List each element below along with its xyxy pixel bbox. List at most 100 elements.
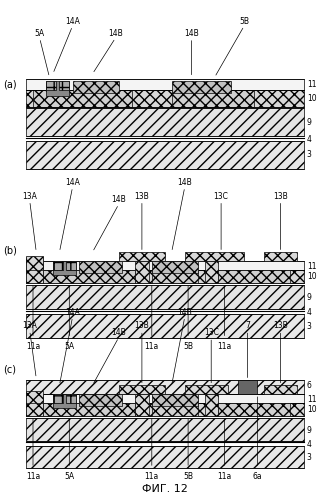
- Bar: [79, 261, 122, 273]
- Bar: [218, 403, 290, 417]
- Text: 11: 11: [307, 80, 316, 89]
- Text: 13A: 13A: [22, 192, 37, 201]
- Bar: [26, 446, 304, 468]
- Bar: [26, 391, 43, 403]
- Bar: [119, 252, 165, 261]
- Bar: [59, 81, 69, 89]
- Bar: [26, 394, 304, 403]
- Text: 11a: 11a: [26, 472, 40, 481]
- Text: 13B: 13B: [273, 321, 288, 330]
- Text: 13A: 13A: [22, 321, 37, 330]
- Bar: [205, 261, 218, 283]
- Bar: [73, 81, 119, 93]
- Bar: [53, 261, 76, 274]
- Bar: [26, 256, 43, 269]
- Text: 11a: 11a: [145, 342, 159, 351]
- Bar: [79, 394, 122, 406]
- Text: 10: 10: [307, 272, 316, 281]
- Bar: [135, 261, 148, 283]
- Text: 14B: 14B: [112, 328, 126, 337]
- Text: 7: 7: [245, 321, 250, 330]
- Text: 5B: 5B: [183, 342, 193, 351]
- Bar: [26, 141, 304, 169]
- Text: 10: 10: [307, 94, 316, 103]
- Text: 5A: 5A: [64, 342, 74, 351]
- Bar: [53, 394, 63, 403]
- Text: 14B: 14B: [178, 178, 192, 187]
- Text: 11a: 11a: [145, 472, 159, 481]
- Text: 14B: 14B: [108, 29, 123, 38]
- Text: 9: 9: [307, 426, 312, 435]
- Text: (a): (a): [3, 79, 17, 89]
- Bar: [264, 385, 297, 394]
- Text: (b): (b): [3, 246, 17, 255]
- Text: 14B: 14B: [112, 195, 126, 204]
- Text: 3: 3: [307, 453, 312, 462]
- Text: ФИГ. 12: ФИГ. 12: [142, 484, 188, 494]
- Bar: [26, 418, 304, 441]
- Bar: [26, 403, 304, 417]
- Bar: [26, 257, 43, 283]
- Bar: [43, 403, 135, 417]
- Bar: [26, 380, 304, 394]
- Text: 11: 11: [307, 261, 316, 270]
- Text: 5A: 5A: [35, 29, 45, 38]
- Bar: [26, 108, 304, 136]
- Bar: [152, 269, 198, 283]
- Bar: [172, 81, 231, 93]
- Bar: [185, 385, 228, 394]
- Bar: [66, 394, 76, 403]
- Text: 5B: 5B: [183, 472, 193, 481]
- Text: 14B: 14B: [184, 29, 199, 38]
- Bar: [152, 261, 198, 273]
- Text: 14A: 14A: [65, 307, 80, 317]
- Bar: [53, 394, 76, 408]
- Text: 6: 6: [307, 381, 312, 390]
- Text: 11: 11: [307, 395, 316, 404]
- Text: 14B: 14B: [178, 307, 192, 317]
- Bar: [185, 252, 244, 261]
- Bar: [66, 261, 76, 269]
- Bar: [26, 269, 304, 283]
- Bar: [152, 394, 198, 406]
- Text: 4: 4: [307, 135, 312, 144]
- Bar: [218, 269, 290, 283]
- Text: 13C: 13C: [214, 192, 229, 201]
- Text: 11a: 11a: [26, 342, 40, 351]
- Bar: [26, 89, 304, 107]
- Text: 3: 3: [307, 322, 312, 331]
- Text: 6a: 6a: [252, 472, 262, 481]
- Bar: [33, 89, 132, 107]
- Text: 14A: 14A: [65, 17, 80, 26]
- Text: 11a: 11a: [217, 472, 232, 481]
- Bar: [152, 403, 198, 417]
- Bar: [238, 380, 257, 394]
- Text: 13C: 13C: [204, 328, 219, 337]
- Bar: [46, 81, 69, 96]
- Text: 4: 4: [307, 440, 312, 449]
- Text: (c): (c): [3, 365, 16, 375]
- Text: 5A: 5A: [64, 472, 74, 481]
- Text: 9: 9: [307, 118, 312, 127]
- Text: 13B: 13B: [273, 192, 288, 201]
- Bar: [264, 252, 297, 261]
- Bar: [135, 394, 148, 417]
- Text: 5B: 5B: [239, 17, 249, 26]
- Text: 11a: 11a: [217, 342, 232, 351]
- Text: 3: 3: [307, 150, 312, 160]
- Text: 4: 4: [307, 308, 312, 317]
- Bar: [43, 269, 135, 283]
- Text: 13B: 13B: [135, 321, 149, 330]
- Bar: [26, 394, 43, 417]
- Bar: [172, 89, 254, 107]
- Text: 10: 10: [307, 405, 316, 414]
- Bar: [26, 314, 304, 338]
- Bar: [205, 394, 218, 417]
- Bar: [53, 261, 63, 269]
- Bar: [46, 81, 56, 89]
- Bar: [26, 261, 304, 269]
- Text: 9: 9: [307, 292, 312, 301]
- Bar: [26, 285, 304, 309]
- Bar: [119, 385, 165, 394]
- Bar: [26, 79, 304, 89]
